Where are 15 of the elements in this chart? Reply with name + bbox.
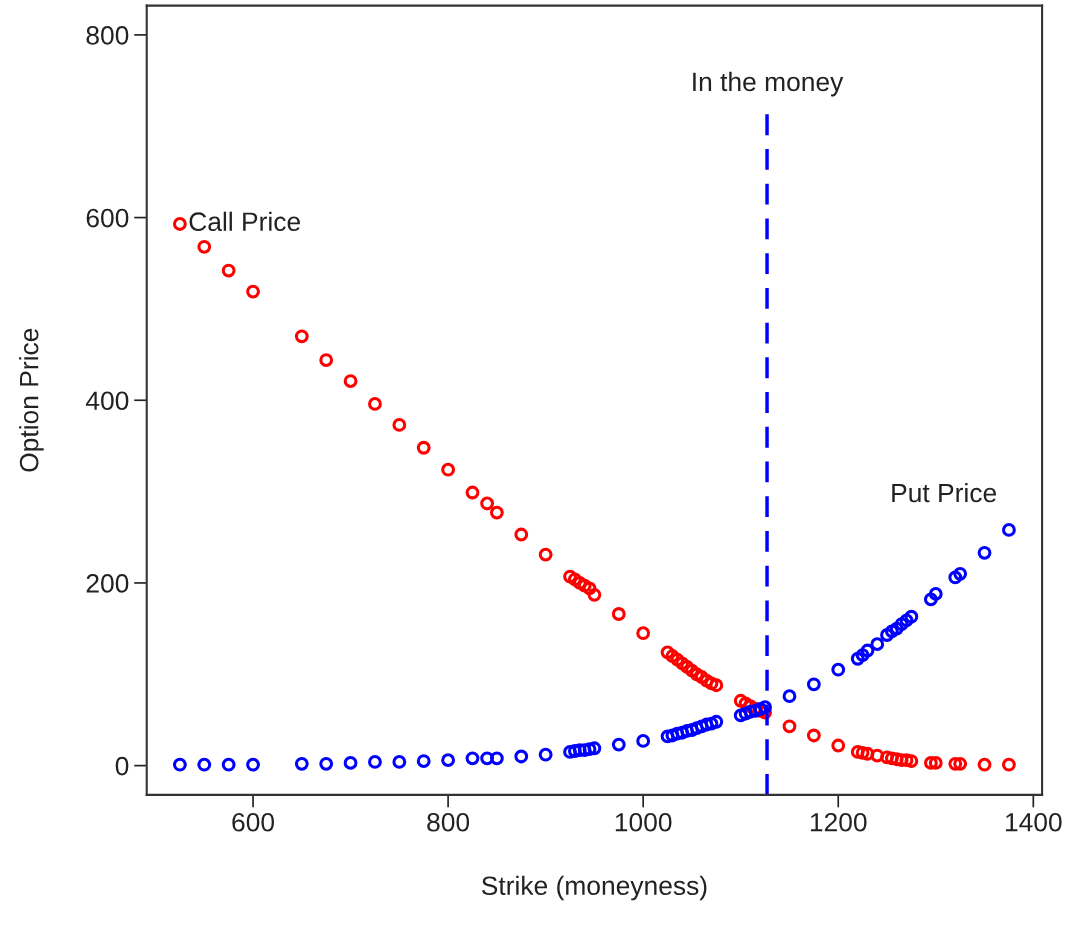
y-tick-label: 800 bbox=[86, 26, 129, 45]
x-tick-label: 1200 bbox=[810, 812, 867, 832]
y-tick-label: 0 bbox=[115, 756, 129, 776]
annotation: Put Price bbox=[892, 482, 996, 503]
ref-line-label: In the money bbox=[693, 71, 844, 97]
y-tick-label: 600 bbox=[86, 208, 129, 228]
y-axis-title: Option Price bbox=[19, 328, 44, 472]
annotation: Call Price bbox=[189, 211, 300, 232]
y-tick-label: 400 bbox=[85, 391, 129, 411]
x-tick-label: 600 bbox=[232, 812, 275, 832]
x-tick-label: 1400 bbox=[1005, 812, 1062, 832]
x-tick-label: 1000 bbox=[615, 812, 672, 832]
y-tick-label: 200 bbox=[86, 574, 129, 593]
x-tick-label: 800 bbox=[427, 812, 470, 832]
x-axis-title: Strike (moneyness) bbox=[481, 875, 707, 901]
